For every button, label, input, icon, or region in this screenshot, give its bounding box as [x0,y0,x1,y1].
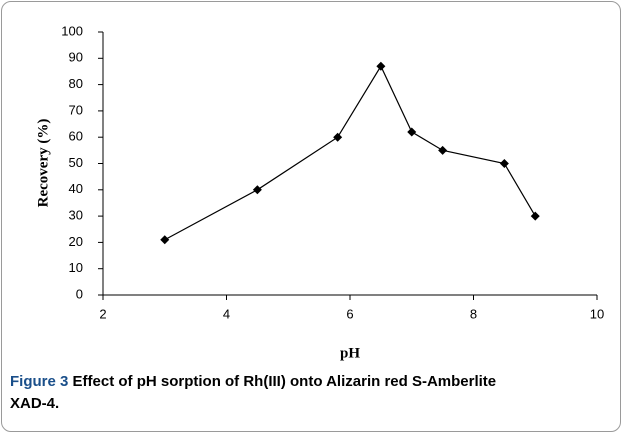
x-tick-label: 8 [470,306,477,321]
x-tick-label: 2 [99,306,106,321]
data-marker [333,132,343,142]
y-tick-label: 80 [69,76,83,91]
y-axis-label: Recovery (%) [35,119,51,208]
x-tick-label: 6 [346,306,353,321]
y-tick-label: 40 [69,181,83,196]
x-axis-label: pH [340,345,360,361]
y-tick-label: 50 [69,155,83,170]
chart: pH Recovery (%) 0 10 20 30 40 50 60 70 80 90 100 2 4… [35,23,604,361]
y-tick-label: 30 [69,208,83,223]
caption: Figure 3 Effect of pH sorption of Rh(III… [10,371,530,415]
data-marker [438,145,448,155]
caption-text: Effect of pH sorption of Rh(III) onto Al… [10,373,497,412]
caption-label: Figure 3 [10,373,69,390]
y-tick-label: 20 [69,234,83,249]
data-marker [252,185,262,195]
x-tick-label: 10 [590,306,604,321]
y-tick-label: 10 [69,260,83,275]
data-marker [499,159,509,168]
data-marker [407,127,417,137]
data-marker [530,211,540,221]
data-line [164,64,536,241]
x-tick-label: 4 [223,306,230,321]
y-tick-label: 70 [69,102,83,117]
y-tick-label: 100 [61,23,83,38]
data-marker [376,61,386,71]
y-tick-label: 60 [69,129,83,144]
y-tick-label: 0 [76,286,83,301]
y-tick-label: 90 [69,50,83,65]
data-marker [160,235,170,245]
